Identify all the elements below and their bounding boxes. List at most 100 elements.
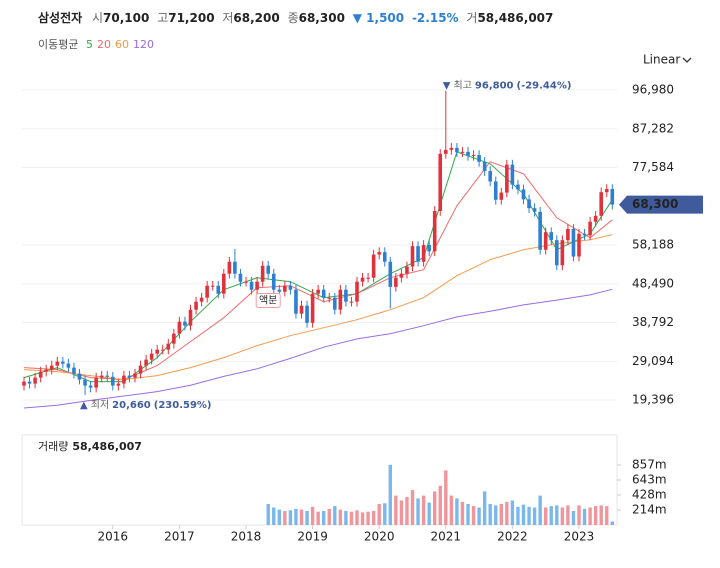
volume-bar [527, 506, 531, 525]
candle-body [444, 149, 448, 154]
volume-bar [383, 503, 387, 525]
volume-bar [338, 509, 343, 525]
volume-bar [427, 502, 431, 525]
high-annotation-part: ▼ [443, 81, 451, 92]
volume-bar [499, 503, 503, 525]
high-annotation-part: 최고 [454, 80, 472, 92]
ma-line [23, 288, 613, 409]
x-tick-label: 2018 [231, 530, 262, 544]
price-badge [619, 195, 703, 214]
candle-body [344, 289, 348, 302]
volume-bar [560, 507, 565, 525]
volume-bar [610, 521, 614, 525]
candle-body [521, 189, 526, 200]
volume-bar [605, 506, 609, 525]
candle-body [355, 281, 359, 302]
chevron[interactable] [682, 57, 692, 63]
ma-legend-title: 이동평균 [38, 38, 78, 51]
candle-body [127, 375, 132, 378]
volume-bar [410, 489, 415, 525]
ma-legend-item: 5 [86, 38, 93, 51]
candle-body [122, 375, 126, 384]
candle-body [427, 244, 431, 252]
candle-body [72, 367, 76, 374]
volume-bar [322, 510, 326, 525]
candle-body [438, 153, 443, 211]
high-annotation-part: (-29.44%) [517, 81, 572, 92]
candle-body [532, 208, 537, 212]
candle-body [394, 277, 398, 287]
volume-bar [366, 511, 370, 525]
candle-body [144, 359, 148, 366]
low-label: 저 [222, 11, 233, 25]
volume-label: 거 [466, 11, 477, 25]
candle-body [111, 376, 115, 386]
x-tick-label: 2022 [497, 530, 528, 544]
split-annotation: 액분 [259, 295, 277, 307]
close-value: 68,300 [299, 11, 345, 25]
volume-bar [444, 470, 448, 525]
volume-bar [521, 504, 526, 525]
candle-body [543, 232, 548, 250]
high-annotation-part: 96,800 [475, 81, 514, 92]
candle-body [432, 210, 437, 252]
candle-body [460, 151, 465, 153]
change-pct: -2.15% [412, 11, 459, 25]
candle-body [205, 285, 209, 298]
volume-bar [549, 506, 553, 525]
candle-body [49, 365, 54, 370]
candle-body [371, 254, 376, 278]
volume-bar [344, 510, 348, 525]
price-badge-label: 68,300 [632, 197, 678, 211]
scale-mode[interactable]: Linear [643, 53, 680, 67]
candle-body [183, 321, 187, 326]
y-tick-label: 29,094 [632, 354, 674, 368]
candle-body [271, 273, 276, 290]
candle-body [582, 233, 587, 236]
candle-body [455, 147, 459, 153]
volume-bar [438, 485, 442, 525]
volume-bar [388, 464, 392, 525]
volume-bar [471, 506, 476, 525]
volume-bar [449, 495, 454, 525]
candle-body [277, 289, 282, 292]
x-tick-label: 2023 [564, 530, 595, 544]
volume-bar [582, 508, 587, 525]
candle-body [299, 305, 304, 314]
candle-body [477, 155, 481, 162]
volume-value: 58,486,007 [477, 11, 553, 25]
candle-body [149, 353, 154, 360]
volume-bar [299, 509, 304, 525]
volume-bar [405, 496, 409, 525]
candle-body [116, 383, 121, 386]
volume-bar [371, 510, 376, 525]
candle-body [599, 192, 603, 216]
volume-bar [599, 505, 603, 525]
candle-body [283, 285, 287, 292]
y-tick-label: 96,980 [632, 83, 674, 97]
volume-bar [577, 505, 581, 525]
volume-bar [277, 509, 281, 525]
ma-legend-item: 120 [133, 38, 154, 51]
candle-body [471, 155, 476, 157]
volume-tick-label: 857m [632, 458, 667, 472]
candle-body [288, 285, 293, 290]
candle-body [238, 273, 243, 282]
volume-bar [566, 505, 570, 525]
candle-body [604, 189, 609, 193]
ma-legend: 이동평균 5 20 60 120 [38, 38, 154, 51]
volume-tick-label: 428m [632, 488, 667, 502]
volume-bar [482, 491, 487, 525]
low-annotation-part: (230.59%) [154, 400, 212, 411]
volume-bar [294, 508, 298, 525]
candle-body [566, 228, 570, 241]
candle-body [83, 379, 87, 386]
candle-body [138, 365, 143, 374]
change: ▼ 1,500 [353, 11, 404, 25]
x-tick-label: 2019 [297, 530, 328, 544]
candle-body [310, 293, 315, 323]
split-box [255, 293, 281, 309]
volume-bar [333, 506, 337, 525]
open-label: 시 [92, 11, 103, 25]
candle-body [66, 363, 71, 368]
